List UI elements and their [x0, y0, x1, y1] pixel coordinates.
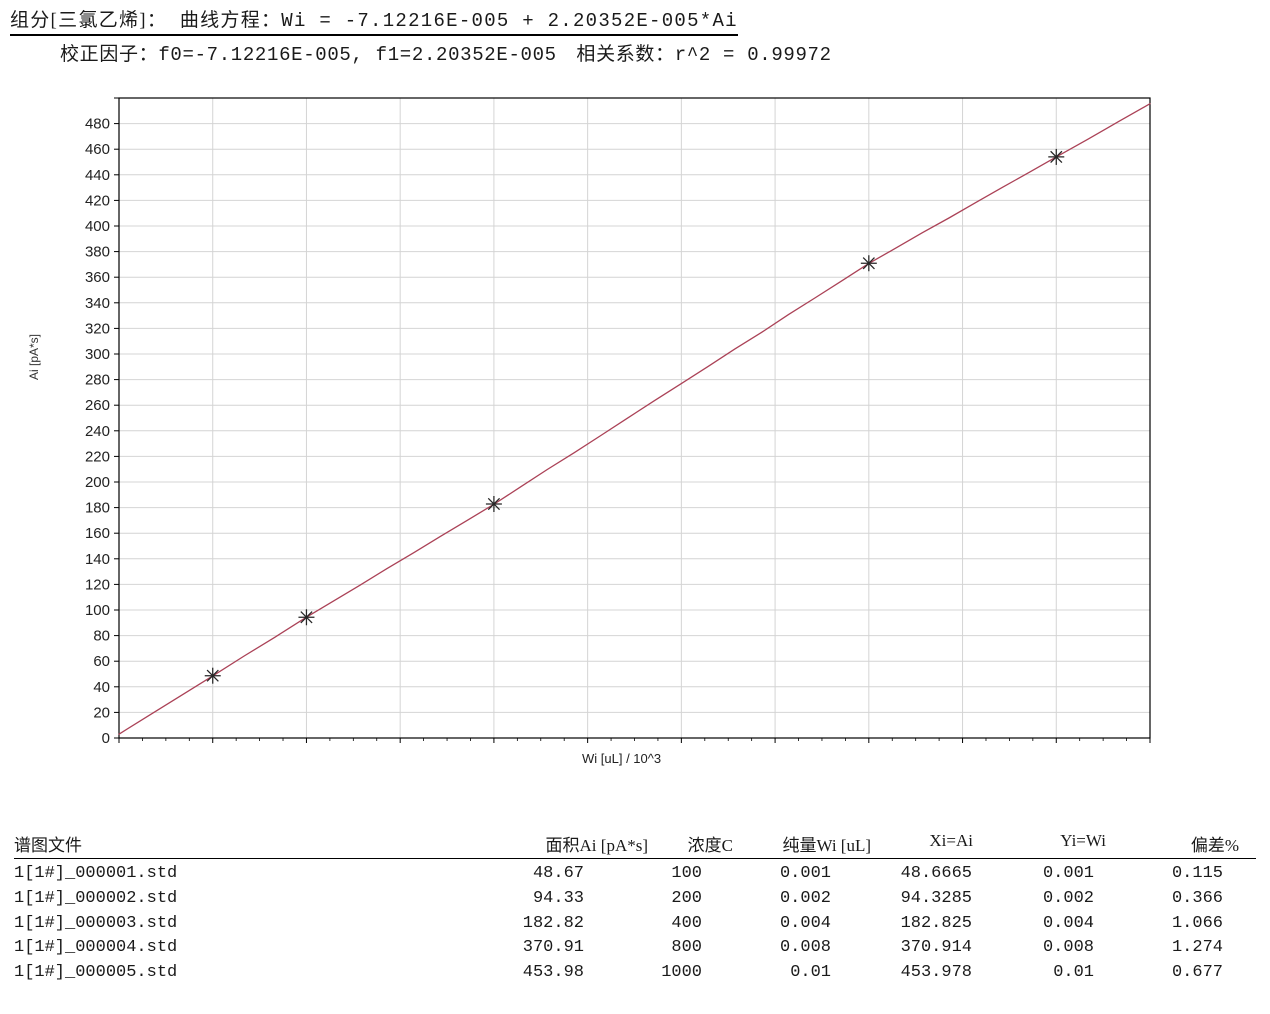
svg-text:400: 400 — [85, 218, 110, 235]
svg-text:60: 60 — [93, 653, 110, 670]
svg-text:8: 8 — [865, 747, 873, 750]
svg-text:220: 220 — [85, 448, 110, 465]
svg-text:100: 100 — [85, 602, 110, 619]
svg-text:180: 180 — [85, 500, 110, 517]
svg-text:160: 160 — [85, 525, 110, 542]
svg-text:300: 300 — [85, 346, 110, 363]
svg-text:5: 5 — [583, 747, 591, 750]
svg-text:6: 6 — [677, 747, 685, 750]
svg-text:420: 420 — [85, 192, 110, 209]
svg-text:440: 440 — [85, 167, 110, 184]
svg-text:260: 260 — [85, 397, 110, 414]
svg-text:80: 80 — [93, 628, 110, 645]
svg-text:1: 1 — [209, 747, 217, 750]
svg-text:0: 0 — [115, 747, 123, 750]
svg-text:240: 240 — [85, 423, 110, 440]
svg-text:320: 320 — [85, 320, 110, 337]
svg-text:200: 200 — [85, 474, 110, 491]
svg-text:140: 140 — [85, 551, 110, 568]
svg-text:10: 10 — [1048, 747, 1065, 750]
svg-text:7: 7 — [771, 747, 779, 750]
svg-text:20: 20 — [93, 704, 110, 721]
svg-text:460: 460 — [85, 141, 110, 158]
svg-text:3: 3 — [396, 747, 404, 750]
svg-text:9: 9 — [958, 747, 966, 750]
svg-text:380: 380 — [85, 244, 110, 261]
svg-text:360: 360 — [85, 269, 110, 286]
svg-text:11: 11 — [1142, 747, 1158, 750]
svg-text:2: 2 — [302, 747, 310, 750]
svg-text:480: 480 — [85, 116, 110, 133]
svg-text:0: 0 — [102, 730, 110, 747]
svg-text:4: 4 — [490, 747, 498, 750]
svg-text:120: 120 — [85, 576, 110, 593]
svg-text:340: 340 — [85, 295, 110, 312]
svg-text:40: 40 — [93, 679, 110, 696]
svg-text:280: 280 — [85, 372, 110, 389]
